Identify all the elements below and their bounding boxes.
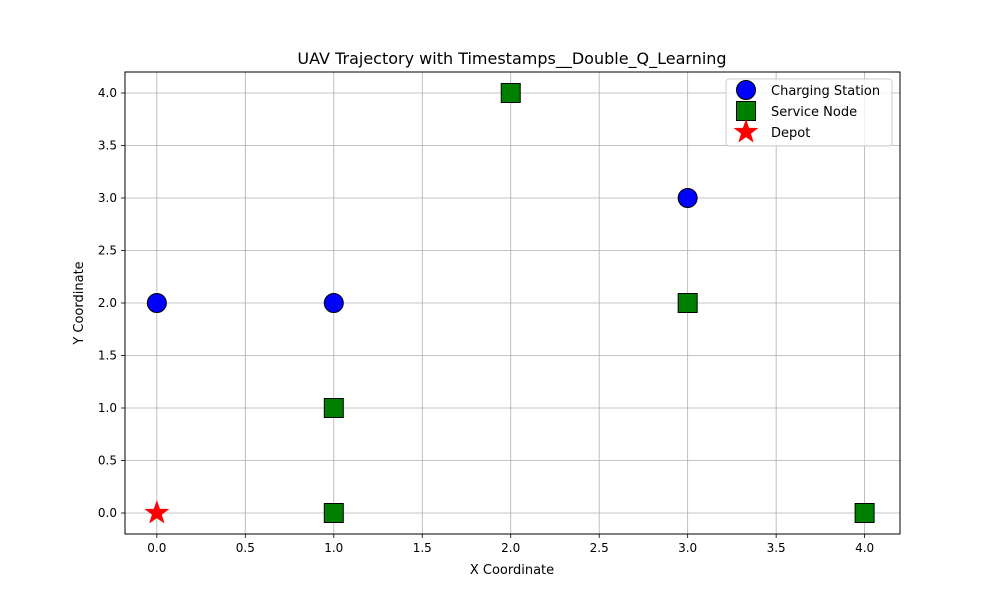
y-tick-label: 2.5 bbox=[98, 244, 117, 258]
x-axis-label: X Coordinate bbox=[470, 563, 554, 578]
y-axis-label: Y Coordinate bbox=[72, 261, 87, 345]
axis-ticks: 0.0 0.5 1.0 1.5 2.0 2.5 3.0 3.5 4.0 0.0 0.5 1.0 1.5 2… bbox=[98, 86, 874, 555]
x-tick-label: 0.5 bbox=[236, 541, 255, 555]
service-node-marker bbox=[323, 503, 344, 523]
legend-box bbox=[725, 78, 893, 147]
grid bbox=[125, 72, 900, 534]
y-tick-label: 2.0 bbox=[98, 296, 117, 310]
x-tick-label: 3.5 bbox=[767, 541, 786, 555]
y-tick-label: 3.5 bbox=[98, 139, 117, 153]
x-tick-label: 0.0 bbox=[147, 541, 166, 555]
legend-depot-label: Depot bbox=[771, 126, 810, 141]
legend-charging-station-label: Charging Station bbox=[771, 84, 880, 99]
y-tick-label: 3.0 bbox=[98, 191, 117, 205]
legend-item-charging-station: Charging Station bbox=[736, 80, 880, 100]
x-tick-label: 1.0 bbox=[324, 541, 343, 555]
y-tick-label: 0.5 bbox=[98, 454, 117, 468]
charging-station-marker bbox=[677, 188, 698, 208]
legend-item-depot: Depot bbox=[733, 118, 810, 143]
x-tick-label: 2.0 bbox=[501, 541, 520, 555]
service-node-marker bbox=[323, 398, 344, 418]
legend: Charging Station Service Node Depot bbox=[725, 78, 893, 147]
x-tick-label: 2.5 bbox=[590, 541, 609, 555]
legend-charging-station-swatch bbox=[736, 80, 756, 100]
legend-depot-swatch bbox=[733, 118, 759, 143]
legend-item-service-node: Service Node bbox=[736, 101, 857, 121]
chart-title: UAV Trajectory with Timestamps__Double_Q… bbox=[297, 49, 726, 69]
data-markers bbox=[144, 83, 875, 524]
y-tick-label: 1.5 bbox=[98, 349, 117, 363]
x-tick-label: 3.0 bbox=[678, 541, 697, 555]
plot-area-frame bbox=[124, 71, 901, 535]
y-tick-label: 0.0 bbox=[98, 506, 117, 520]
legend-service-node-label: Service Node bbox=[771, 105, 857, 120]
service-node-marker bbox=[854, 503, 875, 523]
depot-marker bbox=[144, 499, 170, 524]
service-node-marker bbox=[500, 83, 521, 103]
x-tick-label: 4.0 bbox=[855, 541, 874, 555]
charging-station-marker bbox=[146, 293, 167, 313]
service-node-marker bbox=[677, 293, 698, 313]
charging-station-marker bbox=[323, 293, 344, 313]
y-tick-label: 1.0 bbox=[98, 401, 117, 415]
x-tick-label: 1.5 bbox=[413, 541, 432, 555]
legend-service-node-swatch bbox=[736, 101, 756, 121]
y-tick-label: 4.0 bbox=[98, 86, 117, 100]
